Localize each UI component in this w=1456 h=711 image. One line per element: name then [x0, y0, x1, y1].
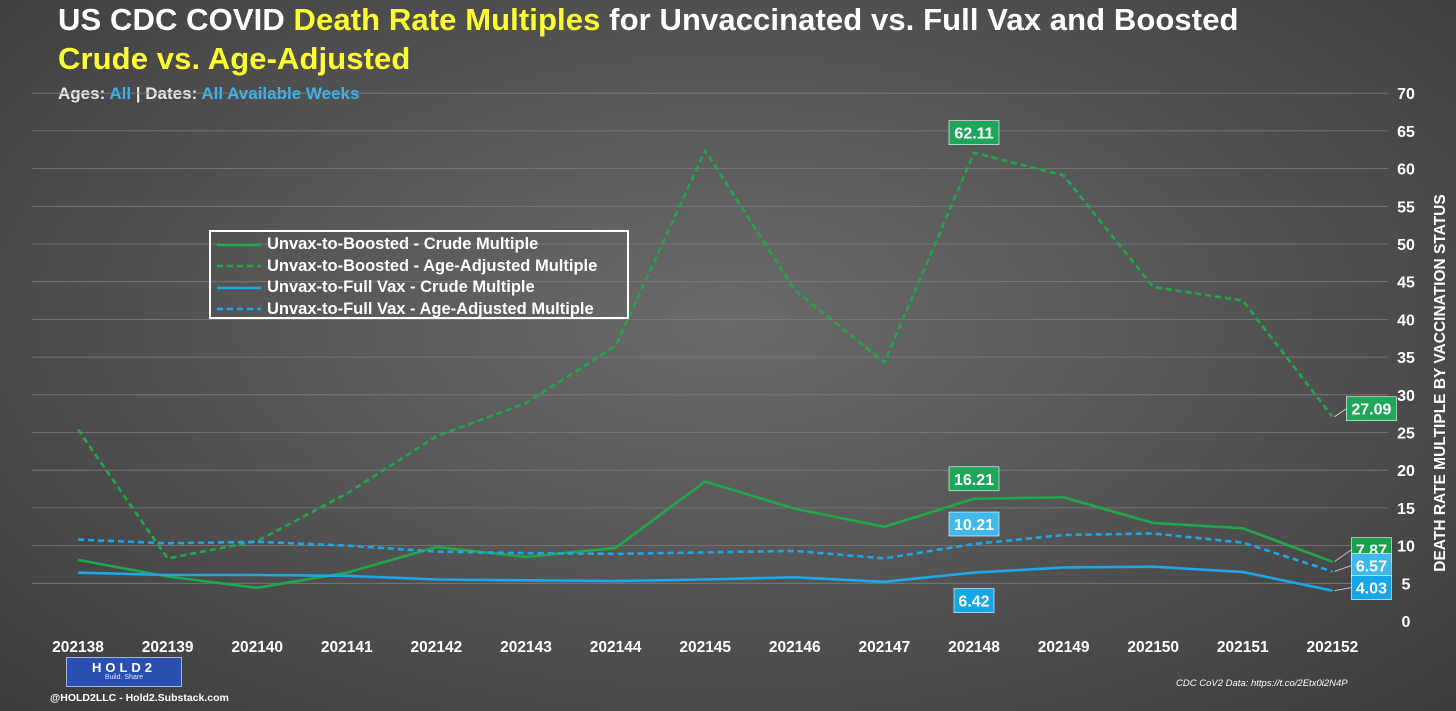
- x-tick-label: 202149: [1038, 639, 1090, 656]
- data-label: 62.11: [954, 126, 993, 143]
- x-tick-label: 202147: [859, 639, 911, 656]
- data-label: 6.57: [1356, 558, 1387, 575]
- legend-label: Unvax-to-Boosted - Crude Multiple: [267, 235, 538, 254]
- y-tick-label: 40: [1397, 312, 1415, 329]
- legend-swatch: [215, 306, 263, 312]
- gridlines: [32, 93, 1388, 583]
- legend-swatch: [215, 242, 263, 248]
- x-tick-label: 202139: [142, 639, 194, 656]
- legend-item: Unvax-to-Full Vax - Age-Adjusted Multipl…: [215, 299, 627, 321]
- data-label: 27.09: [1351, 402, 1391, 419]
- data-label: 6.42: [958, 594, 989, 611]
- y-tick-label: 50: [1397, 237, 1415, 254]
- label-leader: [1334, 565, 1351, 571]
- y-tick-label: 15: [1397, 501, 1415, 518]
- x-tick-label: 202145: [679, 639, 731, 656]
- data-label: 4.03: [1356, 581, 1387, 598]
- x-tick-label: 202152: [1307, 639, 1359, 656]
- y-tick-label: 5: [1402, 576, 1411, 593]
- chart-legend: Unvax-to-Boosted - Crude Multiple Unvax-t…: [209, 230, 629, 319]
- data-source: CDC CoV2 Data: https://t.co/2Etx0i2N4P: [1176, 678, 1348, 689]
- line-chart: 0510152025303540455055606570 202138 20213…: [0, 0, 1456, 711]
- y-tick-label: 55: [1397, 199, 1415, 216]
- y-tick-label: 30: [1397, 388, 1415, 405]
- x-tick-label: 202148: [948, 639, 1000, 656]
- x-tick-label: 202142: [411, 639, 463, 656]
- x-tick-label: 202138: [52, 639, 104, 656]
- label-leader: [1334, 409, 1346, 417]
- x-tick-label: 202143: [500, 639, 552, 656]
- x-tick-label: 202144: [590, 639, 642, 656]
- y-tick-label: 10: [1397, 539, 1415, 556]
- y-axis-ticks: 0 5 10 15 20 25 30 35 40 45 50 55 60 65 70: [1397, 86, 1415, 631]
- label-leader: [1334, 550, 1351, 562]
- y-tick-label: 60: [1397, 162, 1415, 179]
- data-label: 10.21: [954, 517, 994, 534]
- legend-label: Unvax-to-Boosted - Age-Adjusted Multiple: [267, 257, 597, 276]
- x-tick-label: 202141: [321, 639, 373, 656]
- y-tick-label: 65: [1397, 124, 1415, 141]
- series-line: [78, 482, 1332, 588]
- legend-item: Unvax-to-Full Vax - Crude Multiple: [215, 277, 627, 299]
- y-tick-label: 25: [1397, 426, 1415, 443]
- logo-tagline: Build. Share: [67, 674, 181, 681]
- series-lines: [78, 151, 1332, 591]
- label-leader: [1334, 588, 1351, 591]
- legend-label: Unvax-to-Full Vax - Age-Adjusted Multipl…: [267, 300, 594, 319]
- legend-label: Unvax-to-Full Vax - Crude Multiple: [267, 278, 535, 297]
- y-tick-label: 20: [1397, 463, 1415, 480]
- series-line: [78, 151, 1332, 559]
- hold2-logo: HOLD2 Build. Share: [66, 657, 182, 687]
- x-axis-ticks: 202138 202139 202140 202141 202142 202143 2021…: [52, 639, 1358, 656]
- legend-swatch: [215, 285, 263, 291]
- legend-item: Unvax-to-Boosted - Crude Multiple: [215, 234, 627, 256]
- legend-item: Unvax-to-Boosted - Age-Adjusted Multiple: [215, 256, 627, 278]
- y-tick-label: 45: [1397, 275, 1415, 292]
- x-tick-label: 202151: [1217, 639, 1269, 656]
- legend-swatch: [215, 263, 263, 269]
- logo-wordmark: HOLD2: [67, 660, 181, 675]
- x-tick-label: 202150: [1127, 639, 1179, 656]
- y-tick-label: 0: [1402, 614, 1411, 631]
- y-tick-label: 70: [1397, 86, 1415, 103]
- author-credit: @HOLD2LLC - Hold2.Substack.com: [50, 692, 229, 704]
- y-tick-label: 35: [1397, 350, 1415, 367]
- x-tick-label: 202146: [769, 639, 821, 656]
- data-label: 16.21: [954, 472, 994, 489]
- x-tick-label: 202140: [231, 639, 283, 656]
- y-axis-label: DEATH RATE MULTIPLE BY VACCINATION STATU…: [1432, 194, 1450, 571]
